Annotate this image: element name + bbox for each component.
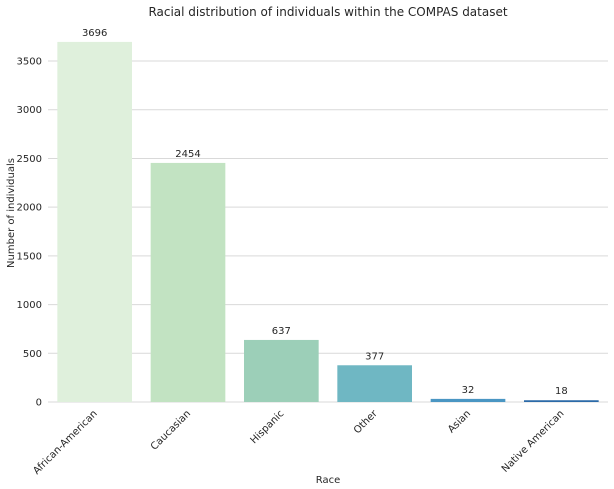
x-axis-title: Race bbox=[316, 475, 341, 486]
y-tick-label: 1500 bbox=[17, 251, 42, 262]
bar-hispanic bbox=[244, 339, 319, 402]
data-labels: 3696 2454 637 377 32 18 bbox=[82, 28, 568, 397]
plot-area bbox=[48, 24, 608, 402]
data-label: 32 bbox=[462, 385, 475, 396]
bar-native-american bbox=[524, 400, 599, 402]
y-tick-label: 1000 bbox=[17, 300, 42, 311]
bar-asian bbox=[430, 398, 506, 402]
chart-title: Racial distribution of individuals withi… bbox=[148, 5, 507, 19]
data-label: 637 bbox=[272, 326, 291, 337]
data-label: 3696 bbox=[82, 28, 107, 39]
bar-other bbox=[337, 365, 412, 402]
y-tick-label: 500 bbox=[23, 349, 42, 360]
bar-african-american bbox=[57, 41, 133, 402]
data-label: 2454 bbox=[175, 149, 200, 160]
gridlines bbox=[48, 60, 608, 403]
y-tick-labels: 0 500 1000 1500 2000 2500 3000 3500 bbox=[17, 57, 42, 409]
y-tick-label: 2000 bbox=[17, 203, 42, 214]
y-tick-label: 0 bbox=[36, 398, 42, 409]
y-tick-label: 2500 bbox=[17, 154, 42, 165]
data-label: 377 bbox=[365, 351, 384, 362]
bar-caucasian bbox=[150, 162, 226, 402]
data-label: 18 bbox=[555, 386, 568, 397]
y-axis-title: Number of individuals bbox=[6, 158, 17, 268]
bars bbox=[57, 41, 599, 402]
y-tick-label: 3500 bbox=[17, 57, 42, 68]
y-tick-label: 3000 bbox=[17, 105, 42, 116]
